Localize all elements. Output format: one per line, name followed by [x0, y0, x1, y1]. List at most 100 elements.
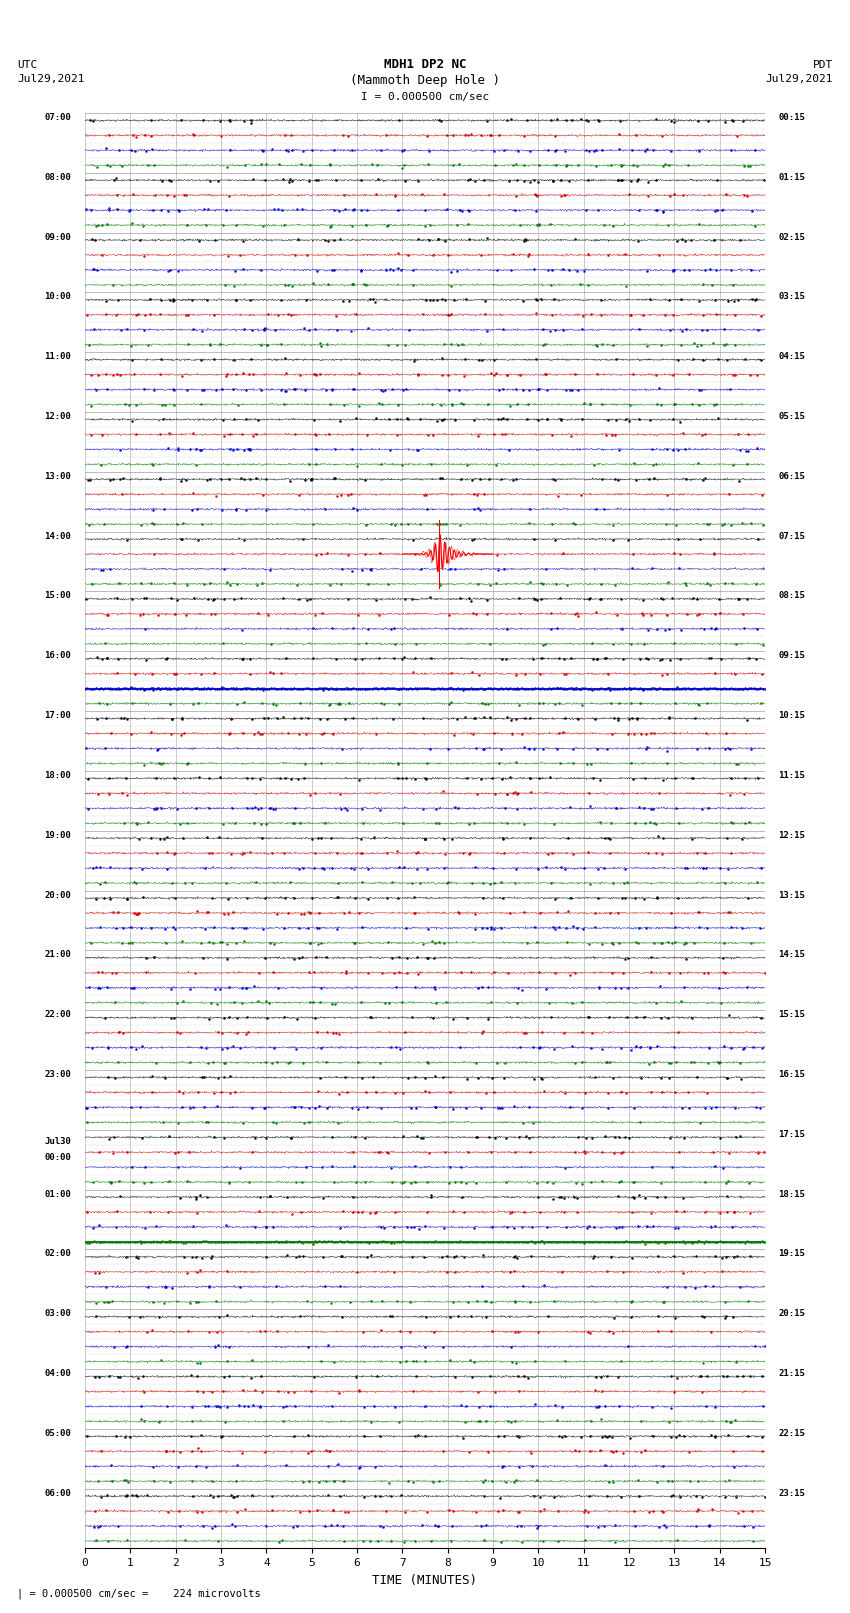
- Point: [579, 197, 592, 223]
- Point: [319, 1050, 332, 1076]
- Point: [385, 376, 399, 402]
- Point: [289, 421, 303, 447]
- Point: [719, 1244, 733, 1269]
- Point: [677, 1274, 691, 1300]
- Point: [346, 1184, 360, 1210]
- Point: [165, 1229, 178, 1255]
- Point: [590, 1365, 604, 1390]
- Point: [655, 1079, 669, 1105]
- Point: [326, 855, 339, 881]
- Point: [394, 511, 408, 537]
- Point: [745, 1528, 759, 1553]
- Point: [355, 795, 369, 821]
- Point: [230, 676, 244, 702]
- Point: [458, 1229, 472, 1255]
- Point: [643, 808, 657, 834]
- Point: [509, 748, 523, 774]
- Point: [310, 676, 324, 702]
- Point: [638, 765, 652, 790]
- Point: [708, 198, 722, 224]
- Point: [170, 797, 184, 823]
- Point: [435, 286, 449, 311]
- Point: [503, 765, 517, 790]
- Point: [404, 676, 417, 702]
- Point: [230, 1005, 243, 1031]
- Point: [558, 139, 572, 165]
- Point: [117, 705, 131, 731]
- Point: [662, 287, 676, 313]
- Point: [588, 1063, 602, 1089]
- Point: [594, 1407, 608, 1432]
- Point: [115, 1229, 128, 1255]
- Point: [575, 1095, 589, 1121]
- Point: [565, 1034, 579, 1060]
- Point: [158, 1229, 172, 1255]
- Point: [631, 168, 644, 194]
- Point: [619, 406, 632, 432]
- Point: [512, 1455, 525, 1481]
- Point: [159, 1439, 173, 1465]
- Point: [649, 452, 662, 477]
- Point: [669, 795, 683, 821]
- Point: [477, 886, 490, 911]
- Point: [586, 1244, 600, 1269]
- Point: [407, 348, 421, 374]
- Point: [480, 602, 494, 627]
- Point: [340, 1079, 354, 1105]
- Point: [524, 137, 537, 163]
- Point: [134, 511, 148, 537]
- Point: [364, 287, 377, 313]
- Point: [660, 437, 674, 463]
- Point: [153, 676, 167, 702]
- Point: [309, 316, 322, 342]
- Point: [99, 676, 112, 702]
- Point: [524, 1139, 537, 1165]
- Point: [306, 989, 320, 1015]
- Point: [276, 166, 290, 192]
- Point: [442, 676, 456, 702]
- Point: [609, 1529, 622, 1555]
- Point: [469, 676, 483, 702]
- Point: [670, 1365, 683, 1390]
- Point: [740, 586, 753, 611]
- Point: [669, 1050, 683, 1076]
- Point: [666, 1482, 679, 1508]
- Point: [484, 1318, 498, 1344]
- Point: [151, 1305, 165, 1331]
- Point: [510, 1424, 524, 1450]
- Point: [737, 1513, 751, 1539]
- Point: [215, 1423, 229, 1448]
- Point: [738, 676, 751, 702]
- Point: [336, 1513, 349, 1539]
- Point: [326, 1497, 340, 1523]
- Point: [708, 616, 722, 642]
- Point: [222, 902, 235, 927]
- Point: [644, 676, 658, 702]
- Point: [677, 1229, 690, 1255]
- Point: [330, 1019, 343, 1045]
- Point: [277, 915, 291, 940]
- Point: [111, 1050, 125, 1076]
- Point: [359, 631, 372, 656]
- Point: [82, 1229, 96, 1255]
- Point: [346, 705, 360, 731]
- Point: [327, 1169, 341, 1195]
- Point: [287, 810, 301, 836]
- Point: [625, 690, 638, 716]
- Point: [718, 869, 732, 895]
- Point: [708, 1213, 722, 1239]
- Point: [303, 989, 317, 1015]
- Point: [87, 108, 100, 134]
- Point: [631, 1468, 644, 1494]
- Point: [105, 676, 119, 702]
- Point: [125, 1155, 139, 1181]
- Point: [136, 884, 150, 910]
- Point: [643, 466, 656, 492]
- Point: [283, 676, 297, 702]
- Point: [668, 765, 682, 790]
- Point: [354, 1229, 367, 1255]
- Point: [608, 1513, 621, 1539]
- Point: [729, 631, 743, 656]
- Point: [254, 1363, 268, 1389]
- Point: [84, 423, 98, 448]
